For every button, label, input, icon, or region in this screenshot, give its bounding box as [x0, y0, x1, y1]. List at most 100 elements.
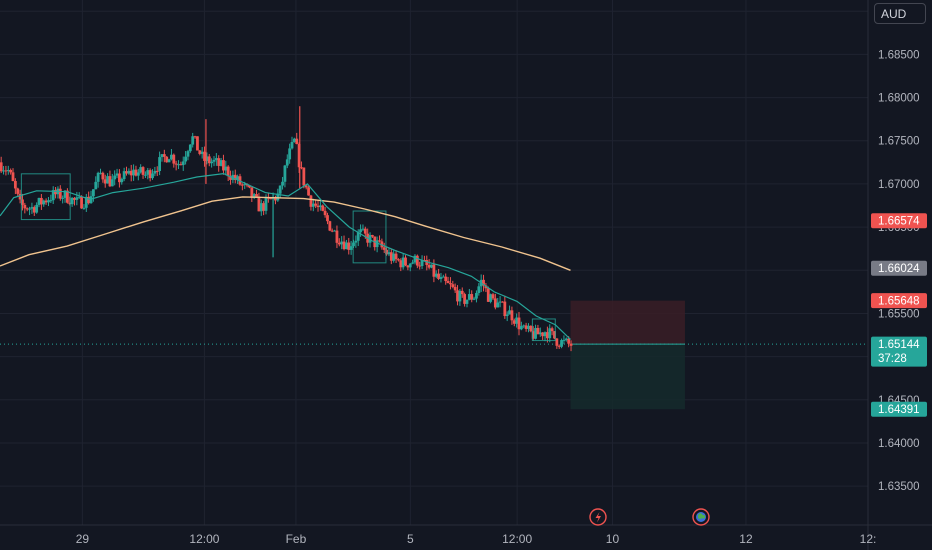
price-tag-2: 1.65648 [871, 293, 927, 309]
candle-134 [316, 199, 320, 212]
moving-averages [0, 172, 571, 340]
candle-152 [359, 224, 362, 237]
take-profit-zone[interactable] [570, 344, 685, 410]
candle-233 [550, 326, 554, 336]
candle-180 [425, 255, 429, 271]
candle-201 [475, 290, 478, 303]
candle-76 [179, 161, 183, 166]
candle-21 [49, 194, 53, 204]
candle-146 [344, 239, 348, 250]
candle-69 [162, 149, 166, 163]
candle-93 [219, 157, 223, 167]
candle-230 [543, 331, 547, 342]
candle-141 [333, 229, 336, 232]
currency-selector[interactable]: AUD [874, 3, 926, 24]
candle-67 [158, 151, 162, 176]
candle-119 [281, 176, 284, 190]
price-tag-label-4: 1.64391 [878, 404, 920, 416]
candle-107 [252, 193, 256, 200]
candle-130 [307, 186, 310, 196]
candle-26 [61, 195, 65, 204]
earth-event-icon[interactable] [692, 508, 710, 526]
candle-96 [226, 165, 230, 182]
price-tag-4: 1.64391 [871, 401, 927, 417]
candle-229 [541, 332, 545, 340]
candle-6 [13, 178, 17, 195]
zone-box-1[interactable] [352, 210, 387, 264]
candle-14 [32, 205, 36, 216]
price-axis[interactable]: 1.690001.685001.680001.675001.670001.665… [878, 6, 920, 493]
candle-168 [397, 258, 400, 262]
candle-153 [361, 224, 365, 232]
candle-73 [172, 153, 176, 168]
candle-200 [472, 296, 476, 301]
candle-148 [349, 241, 353, 255]
candle-186 [439, 272, 443, 283]
candle-128 [302, 167, 306, 189]
candle-3 [6, 165, 10, 175]
candle-43 [101, 171, 105, 183]
price-tick-label-11: 1.63500 [878, 481, 920, 493]
candle-211 [498, 296, 502, 308]
zone-boxes [20, 173, 556, 342]
candle-192 [453, 283, 457, 293]
time-tick-label-6: 12 [739, 532, 753, 546]
candle-162 [382, 242, 386, 254]
time-tick-label-1: 12:00 [189, 532, 219, 546]
candle-222 [524, 322, 528, 332]
time-tick-label-5: 10 [606, 532, 620, 546]
candle-167 [394, 250, 398, 264]
candle-231 [545, 326, 549, 343]
candle-209 [493, 293, 497, 310]
lightning-event-icon[interactable] [589, 508, 607, 526]
candle-177 [418, 261, 422, 270]
candle-47 [110, 173, 114, 187]
candle-25 [58, 185, 62, 201]
candle-188 [444, 273, 448, 285]
candle-142 [335, 225, 339, 249]
candle-124 [292, 137, 296, 143]
candle-18 [42, 199, 46, 207]
price-tag-label-3: 1.65144 [878, 339, 920, 351]
time-axis[interactable]: 29 12:00 Feb 5 12:00 10 12 12: [76, 532, 877, 546]
zone-box-0[interactable] [20, 173, 71, 221]
price-tag-label-1: 1.66024 [878, 263, 920, 275]
candle-40 [94, 176, 98, 190]
candle-223 [527, 323, 530, 333]
candle-172 [406, 265, 410, 271]
price-tick-label-1: 1.68500 [878, 49, 920, 61]
candle-11 [25, 207, 29, 212]
price-tag-3: 1.65144 37:28 [871, 336, 927, 367]
price-tag-label-2: 1.65648 [878, 296, 920, 308]
candle-56 [132, 164, 135, 181]
candle-212 [501, 301, 504, 303]
event-markers[interactable] [589, 508, 710, 526]
candle-121 [285, 154, 289, 169]
candle-147 [347, 237, 351, 255]
candle-214 [505, 311, 509, 322]
candle-187 [441, 274, 445, 278]
candle-94 [222, 154, 225, 175]
candle-157 [371, 234, 374, 238]
candle-86 [203, 146, 206, 167]
candle-39 [91, 189, 95, 202]
candle-213 [503, 295, 507, 319]
time-tick-label-7: 12: [860, 532, 877, 546]
candle-106 [250, 187, 254, 202]
candle-207 [489, 293, 493, 304]
candle-16 [37, 197, 41, 208]
time-tick-label-2: Feb [286, 532, 307, 546]
slow-moving-average [0, 196, 571, 271]
stop-loss-zone[interactable] [570, 300, 685, 345]
candle-68 [160, 154, 164, 162]
candle-13 [30, 202, 34, 214]
time-tick-label-4: 12:00 [502, 532, 532, 546]
candle-79 [186, 149, 190, 161]
candle-127 [300, 161, 303, 170]
candle-178 [420, 255, 424, 270]
candle-195 [460, 287, 464, 298]
countdown-label: 37:28 [878, 353, 907, 365]
candle-15 [35, 202, 39, 214]
